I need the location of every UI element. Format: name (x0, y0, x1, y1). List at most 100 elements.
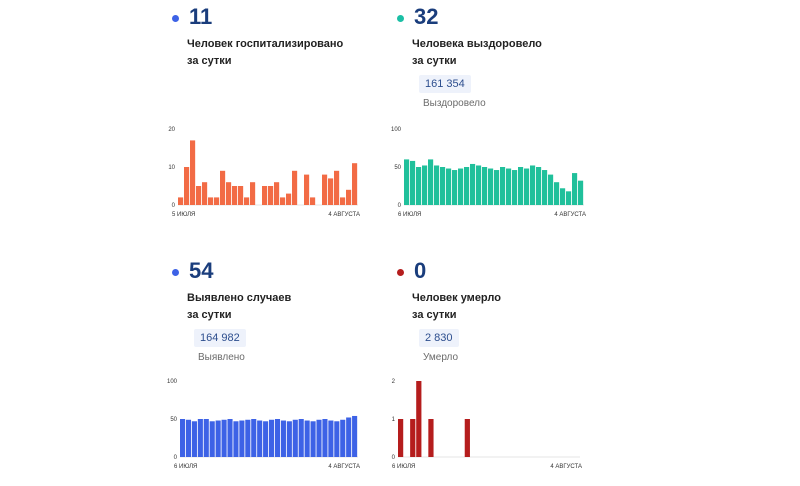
bar-detected (185, 419, 192, 457)
bar-detected (316, 419, 322, 457)
bar-deaths (398, 419, 404, 457)
stat-panel-recovered: 32 Человека выздоровело за сутки 161 354… (397, 2, 627, 232)
bar-hospitalized (202, 182, 208, 205)
bar-deaths (464, 419, 470, 457)
bar-hospitalized (322, 174, 328, 205)
bar-hospitalized (190, 140, 196, 205)
total-badge: 2 830 (419, 329, 459, 347)
bar-detected (334, 421, 340, 457)
bar-detected (191, 421, 197, 457)
bar-hospitalized (328, 178, 334, 205)
stat-panel-hospitalized: 11 Человек госпитализировано за сутки (172, 2, 402, 232)
bar-detected (340, 419, 346, 457)
x-start-label: 6 ИЮЛЯ (392, 464, 415, 470)
stat-description: Человека выздоровело за сутки (412, 38, 542, 67)
bar-recovered (554, 182, 560, 205)
bar-recovered (452, 170, 458, 205)
bar-recovered (488, 168, 494, 205)
bar-recovered (416, 167, 422, 205)
bar-recovered (566, 191, 572, 205)
total-label: Умерло (423, 352, 459, 363)
bar-recovered (428, 159, 434, 205)
bar-detected (304, 420, 310, 457)
bar-recovered (458, 168, 464, 205)
x-start-label: 6 ИЮЛЯ (174, 464, 197, 470)
bar-detected (286, 421, 292, 457)
bar-hospitalized (262, 186, 268, 205)
series-dot (172, 15, 179, 22)
y-tick-label: 0 (174, 455, 178, 461)
bar-detected (292, 419, 298, 457)
bar-hospitalized (346, 189, 352, 205)
bar-recovered (470, 163, 476, 205)
bar-detected (197, 419, 203, 457)
stat-description: Выявлено случаев за сутки (187, 292, 292, 321)
bar-detected (328, 420, 334, 457)
y-tick-label: 0 (172, 203, 176, 209)
x-end-label: 4 АВГУСТА (328, 212, 360, 218)
bar-hospitalized (184, 167, 190, 205)
bar-detected (352, 415, 358, 457)
bar-hospitalized (292, 170, 298, 205)
y-tick-label: 0 (398, 203, 402, 209)
bar-hospitalized (208, 197, 214, 205)
bar-recovered (434, 165, 440, 205)
total-badge: 161 354 (419, 75, 471, 93)
stat-description: Человек госпитализировано за сутки (187, 38, 344, 67)
bar-hospitalized (220, 170, 226, 205)
bar-detected (251, 419, 257, 457)
bar-recovered (446, 168, 452, 205)
y-tick-label: 10 (168, 165, 175, 171)
bar-recovered (536, 167, 542, 205)
bar-recovered (506, 168, 512, 205)
stat-value: 32 (414, 4, 439, 29)
y-tick-label: 100 (391, 127, 402, 133)
bar-recovered (410, 160, 416, 205)
bar-recovered (578, 180, 584, 205)
bar-detected (180, 419, 186, 457)
bar-hospitalized (352, 163, 358, 205)
bar-hospitalized (286, 193, 292, 205)
bar-recovered (494, 170, 500, 205)
bar-detected (227, 419, 233, 457)
bar-detected (221, 419, 227, 457)
bar-recovered (560, 188, 566, 205)
y-tick-label: 100 (167, 379, 178, 385)
total-badge: 164 982 (194, 329, 246, 347)
y-tick-label: 20 (168, 127, 175, 133)
bar-detected (233, 421, 239, 457)
bar-detected (203, 419, 209, 457)
stat-value: 54 (189, 258, 214, 283)
bar-detected (298, 419, 304, 457)
y-tick-label: 50 (394, 165, 401, 171)
bar-hospitalized (310, 197, 316, 205)
bar-recovered (572, 173, 578, 205)
stat-value: 0 (414, 258, 427, 283)
y-tick-label: 2 (392, 379, 396, 385)
bar-detected (322, 419, 328, 457)
bar-recovered (404, 159, 410, 205)
bar-hospitalized (280, 197, 286, 205)
bar-detected (274, 419, 281, 457)
bar-recovered (512, 170, 518, 205)
series-dot (397, 269, 404, 276)
y-tick-label: 1 (392, 417, 396, 423)
total-label: Выздоровело (423, 98, 486, 109)
bar-recovered (530, 165, 536, 205)
bar-deaths (410, 419, 416, 457)
bar-deaths (428, 419, 434, 457)
bar-hospitalized (274, 182, 280, 205)
bar-hospitalized (238, 186, 244, 205)
x-start-label: 6 ИЮЛЯ (398, 212, 421, 218)
bar-recovered (464, 167, 470, 205)
total-label: Выявлено (198, 352, 245, 363)
stat-description: Человек умерло за сутки (412, 292, 501, 321)
bar-hospitalized (334, 170, 340, 205)
bar-hospitalized (304, 174, 310, 205)
bar-recovered (500, 167, 506, 205)
bar-recovered (548, 174, 554, 205)
stat-value: 11 (189, 4, 213, 29)
bar-recovered (440, 167, 446, 205)
bar-detected (215, 420, 221, 457)
